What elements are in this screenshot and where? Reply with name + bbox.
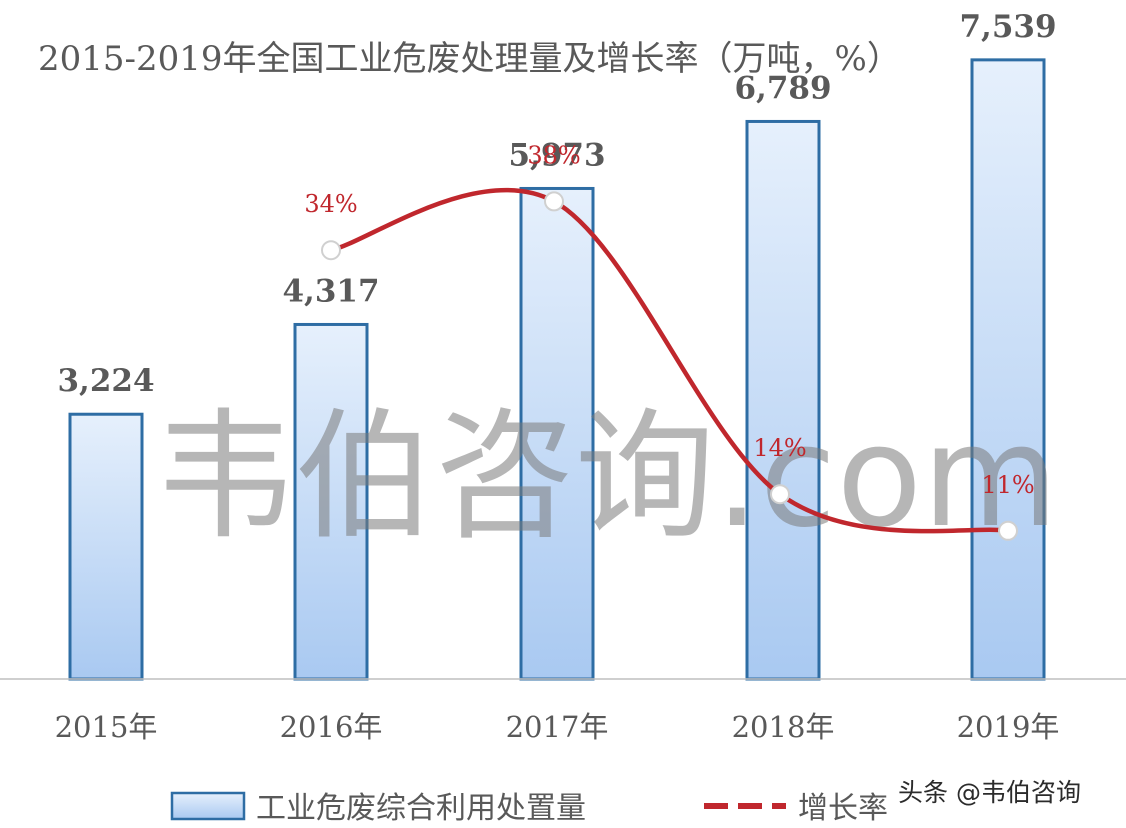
bar-value-label: 3,224 [57, 363, 154, 399]
growth-rate-label: 11% [981, 471, 1034, 499]
bar-2015年 [68, 412, 144, 681]
chart-title: 2015-2019年全国工业危废处理量及增长率（万吨，%） [38, 39, 901, 79]
growth-rate-point [998, 520, 1018, 541]
growth-rate-line [328, 187, 1011, 534]
x-ticks-layer: 2015年 2016年 2017年 2018年 2019年 [55, 710, 1060, 744]
rate-labels-layer: 34% 38% 14% 11% [304, 141, 1034, 498]
watermark: 韦伯咨询.com [155, 396, 1059, 559]
bar-labels-layer: 3,224 4,317 5,973 6,789 7,539 [57, 9, 1056, 399]
growth-rate-point [321, 240, 341, 261]
bar-2016年 [293, 322, 369, 681]
x-tick-label: 2017年 [506, 710, 609, 744]
legend: 工业危废综合利用处置量 增长率 [170, 791, 888, 826]
legend-bar-label: 工业危废综合利用处置量 [256, 791, 586, 826]
bar-value-label: 7,539 [959, 9, 1056, 45]
growth-rate-label: 14% [753, 434, 806, 462]
growth-rate-point [544, 191, 564, 212]
bar-2019年 [970, 58, 1046, 681]
source-credit: 头条 @韦伯咨询 [898, 778, 1081, 807]
growth-rate-point [770, 484, 790, 505]
legend-line-label: 增长率 [798, 791, 888, 826]
line-layer [321, 187, 1018, 541]
x-tick-label: 2018年 [732, 710, 835, 744]
growth-rate-label: 34% [304, 190, 357, 218]
bar-value-label: 6,789 [734, 70, 831, 106]
bar-value-label: 5,973 [508, 137, 605, 173]
x-tick-label: 2015年 [55, 710, 158, 744]
growth-rate-label: 38% [527, 141, 580, 169]
legend-bar-swatch [170, 791, 246, 821]
bar-2017年 [519, 186, 595, 681]
x-tick-label: 2019年 [957, 710, 1060, 744]
bars-layer [68, 58, 1046, 681]
bar-value-label: 4,317 [282, 273, 379, 309]
x-tick-label: 2016年 [280, 710, 383, 744]
